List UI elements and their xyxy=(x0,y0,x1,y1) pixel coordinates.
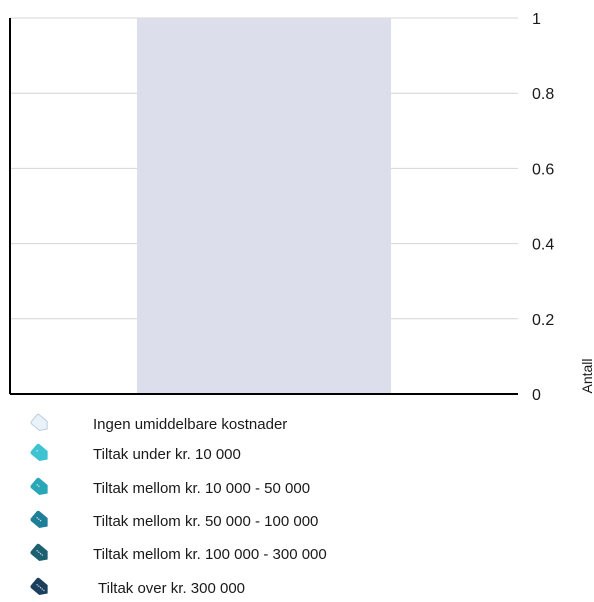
y-tick-label: 1 xyxy=(532,11,541,28)
legend-item: Tiltak over kr. 300 000 xyxy=(30,576,245,600)
tag-1-icon xyxy=(30,443,48,462)
legend-item: Ingen umiddelbare kostnader xyxy=(30,412,287,436)
y-axis-title: Antall xyxy=(579,358,594,393)
axes xyxy=(9,18,518,395)
y-tick-label: 0.8 xyxy=(532,86,554,103)
y-tick-label: 0.4 xyxy=(532,237,554,254)
legend-label: Tiltak under kr. 10 000 xyxy=(93,445,241,463)
y-tick-label: 0.2 xyxy=(532,312,554,329)
tag-2-icon xyxy=(30,477,48,496)
bar xyxy=(137,18,391,394)
tag-4-icon xyxy=(30,543,48,562)
legend-label: Tiltak mellom kr. 100 000 - 300 000 xyxy=(93,545,327,563)
legend-item: Tiltak mellom kr. 100 000 - 300 000 xyxy=(30,542,327,566)
legend-label: Tiltak mellom kr. 10 000 - 50 000 xyxy=(93,479,311,497)
y-tick-label: 0.6 xyxy=(532,161,554,178)
y-tick-labels: 0 0.2 0.4 0.6 0.8 1 xyxy=(532,11,554,404)
bars xyxy=(137,18,391,394)
legend-label: Tiltak over kr. 300 000 xyxy=(98,579,246,597)
bar-chart: 0 0.2 0.4 0.6 0.8 1 Antall xyxy=(9,11,594,404)
empty-tag-icon xyxy=(30,413,48,432)
legend-item: Tiltak under kr. 10 000 xyxy=(30,442,241,466)
tag-5-icon xyxy=(30,577,48,596)
tag-3-icon xyxy=(30,510,48,529)
y-tick-label: 0 xyxy=(532,387,541,404)
legend-label: Tiltak mellom kr. 50 000 - 100 000 xyxy=(93,512,319,530)
legend-label: Ingen umiddelbare kostnader xyxy=(93,415,288,433)
legend-item: Tiltak mellom kr. 10 000 - 50 000 xyxy=(30,476,310,500)
legend-item: Tiltak mellom kr. 50 000 - 100 000 xyxy=(30,509,318,533)
